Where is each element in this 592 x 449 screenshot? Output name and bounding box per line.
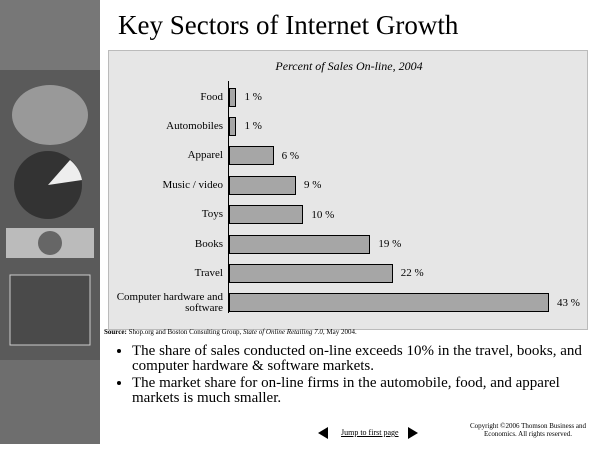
value-label: 1 % xyxy=(244,120,261,132)
copyright: Copyright ©2006 Thomson Business and Eco… xyxy=(466,422,590,438)
bullet-list: The share of sales conducted on-line exc… xyxy=(112,344,592,408)
bar xyxy=(229,117,236,136)
category-label: Music / video xyxy=(109,180,223,191)
bar xyxy=(229,146,274,165)
bar xyxy=(229,293,549,312)
decorative-image-strip xyxy=(0,0,100,444)
strip-art xyxy=(0,0,100,444)
source-text: Shop.org and Boston Consulting Group, xyxy=(129,328,242,336)
bullet: The share of sales conducted on-line exc… xyxy=(132,344,592,374)
bar xyxy=(229,235,370,254)
category-label: Food xyxy=(109,92,223,103)
chart: Percent of Sales On-line, 2004 Food 1 % Au… xyxy=(108,50,588,330)
category-label: Toys xyxy=(109,209,223,220)
value-label: 22 % xyxy=(401,267,424,279)
value-label: 19 % xyxy=(378,238,401,250)
category-label: Books xyxy=(109,239,223,250)
category-label: Apparel xyxy=(109,150,223,161)
source-date: , May 2004. xyxy=(323,328,357,336)
category-label: Automobiles xyxy=(109,121,223,132)
prev-arrow[interactable] xyxy=(318,427,328,439)
bar xyxy=(229,205,303,224)
value-label: 6 % xyxy=(282,150,299,162)
value-label: 9 % xyxy=(304,179,321,191)
bar xyxy=(229,88,236,107)
slide-title: Key Sectors of Internet Growth xyxy=(118,10,458,41)
category-label: Computer hardware and software xyxy=(109,292,223,314)
value-label: 43 % xyxy=(557,297,580,309)
source-publication: State of Online Retailing 7.0 xyxy=(243,328,323,336)
bullet: The market share for on-line firms in th… xyxy=(132,376,592,406)
next-arrow[interactable] xyxy=(408,427,418,439)
chart-title: Percent of Sales On-line, 2004 xyxy=(109,59,589,74)
source-note: Source: Shop.org and Boston Consulting G… xyxy=(104,328,357,336)
category-label: Travel xyxy=(109,268,223,279)
source-label: Source: xyxy=(104,328,127,336)
jump-link[interactable]: Jump to first page xyxy=(341,428,399,437)
bar xyxy=(229,176,296,195)
page: Key Sectors of Internet Growth Percent o… xyxy=(0,0,592,444)
value-label: 10 % xyxy=(311,209,334,221)
value-label: 1 % xyxy=(244,91,261,103)
bar xyxy=(229,264,393,283)
